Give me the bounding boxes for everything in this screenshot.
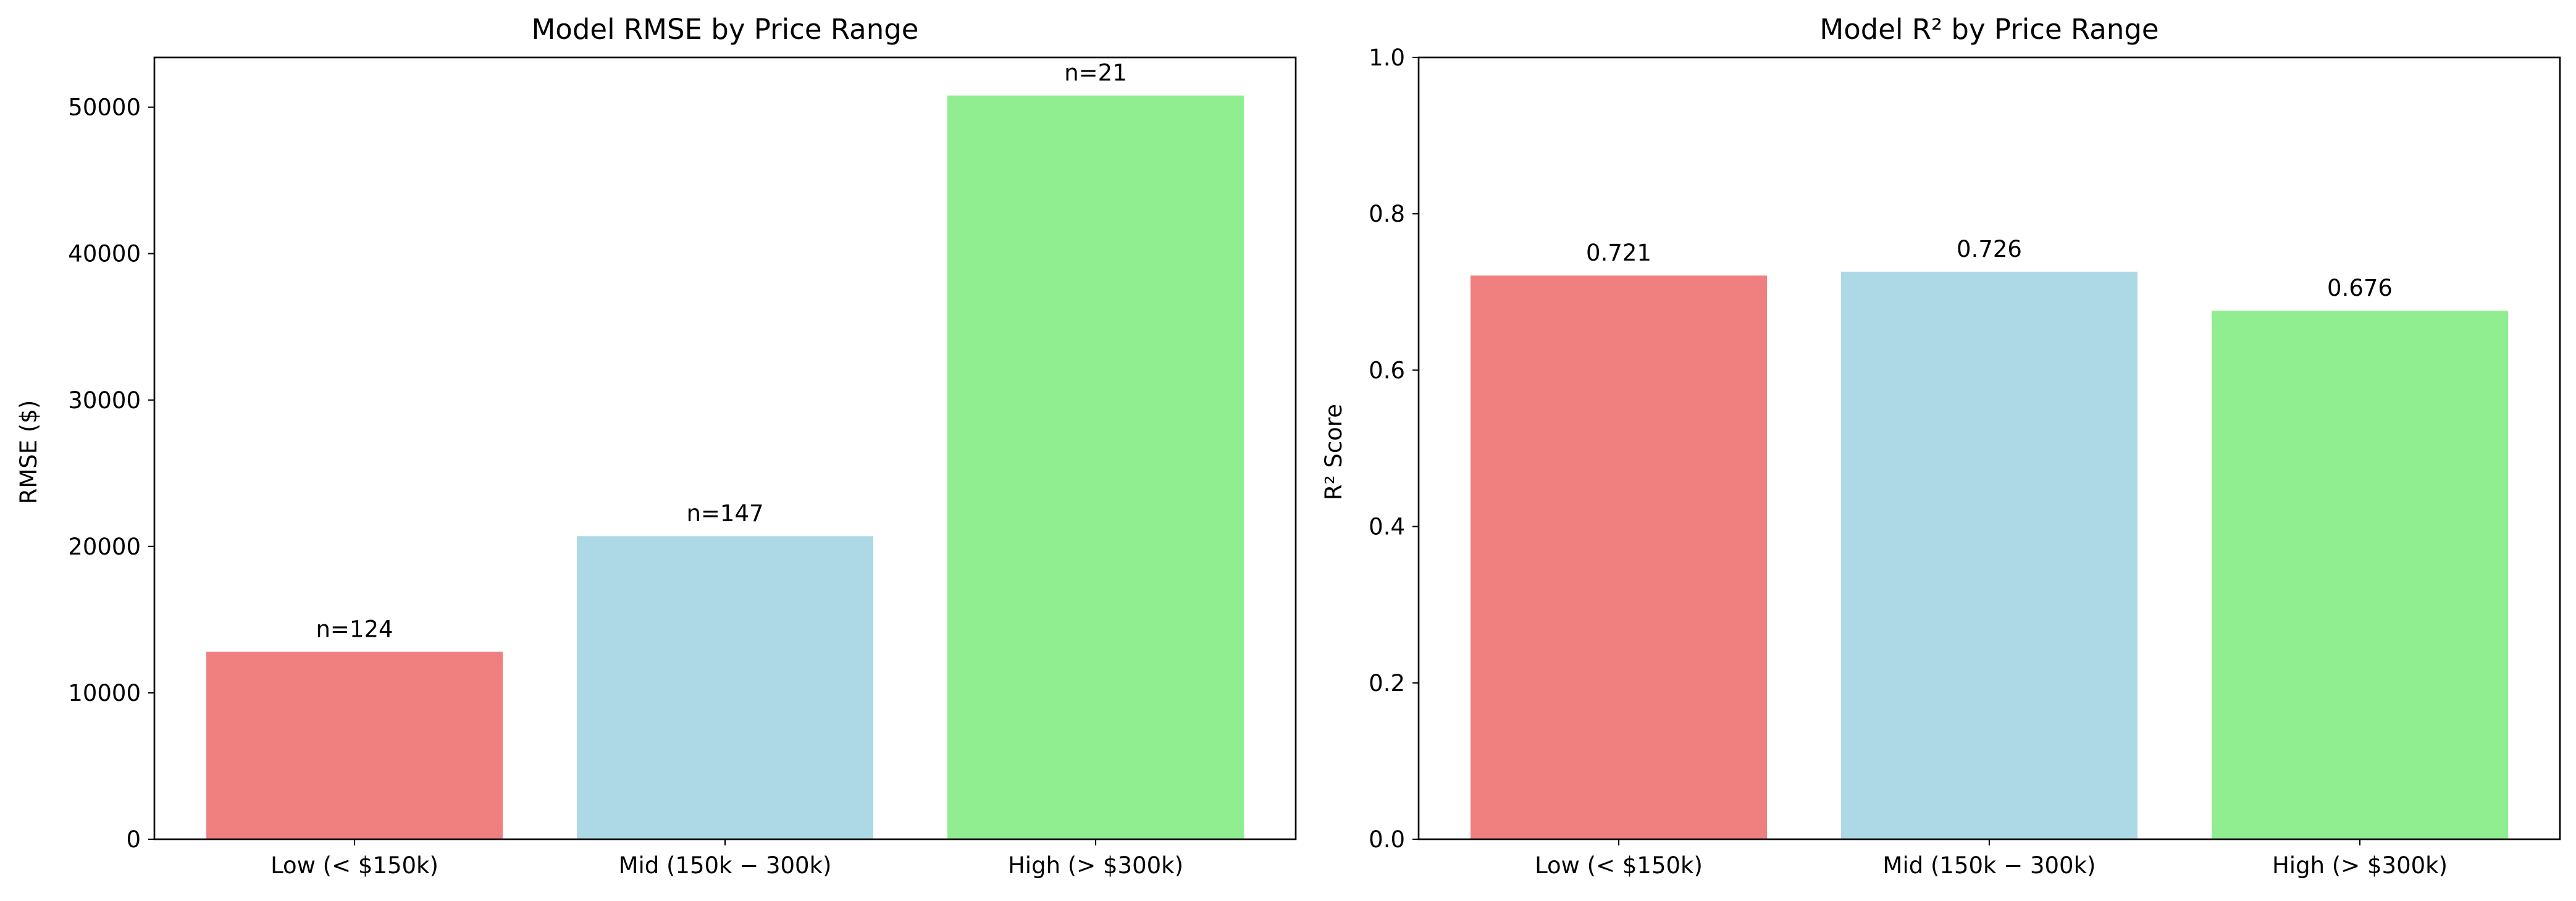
rmse-panel: Model RMSE by Price Range RMSE ($) n=124…: [15, 13, 1297, 879]
r2-y-axis-ticks: 0.0 0.2 0.4 0.6 0.8 1.0: [1369, 44, 1419, 853]
r2-bar-2: [1841, 271, 2138, 839]
rmse-bar-label-2: n=147: [686, 500, 763, 527]
r2-bar-label-3: 0.676: [2327, 275, 2393, 301]
r2-y-tick-label-2: 0.2: [1369, 670, 1405, 697]
rmse-y-axis-label: RMSE ($): [15, 400, 42, 505]
r2-x-tick-label-1: Low (< $150k): [1535, 852, 1703, 879]
rmse-x-tick-label-2: Mid (150k − 300k): [619, 852, 832, 879]
rmse-x-axis-ticks: Low (< $150k) Mid (150k − 300k) High (> $3…: [271, 839, 1183, 879]
rmse-y-tick-label-3: 20000: [68, 534, 141, 560]
rmse-y-tick-label-4: 30000: [68, 387, 141, 414]
rmse-bars: [206, 95, 1244, 840]
r2-bar-label-1: 0.721: [1586, 240, 1651, 266]
r2-bar-label-2: 0.726: [1957, 236, 2022, 262]
r2-x-axis-ticks: Low (< $150k) Mid (150k − 300k) High (> $3…: [1535, 839, 2448, 879]
rmse-x-tick-label-1: Low (< $150k): [271, 852, 438, 879]
r2-bar-labels: 0.721 0.726 0.676: [1586, 236, 2393, 301]
r2-panel: Model R² by Price Range R² Score 0.721 0.…: [1320, 13, 2561, 879]
r2-x-tick-label-3: High (> $300k): [2272, 852, 2448, 879]
rmse-y-axis-ticks: 0 10000 20000 30000 40000 50000: [68, 94, 154, 853]
r2-y-tick-label-6: 1.0: [1369, 44, 1405, 71]
r2-y-tick-label-5: 0.8: [1369, 201, 1405, 227]
rmse-bar-1: [206, 652, 503, 839]
rmse-chart-title: Model RMSE by Price Range: [531, 13, 918, 46]
rmse-axes-frame: [153, 56, 1297, 840]
r2-bar-3: [2212, 311, 2508, 840]
rmse-y-tick-label-5: 40000: [68, 241, 141, 267]
r2-x-tick-label-2: Mid (150k − 300k): [1883, 852, 2096, 879]
r2-axes-frame: [1417, 56, 2561, 840]
r2-y-tick-label-3: 0.4: [1369, 514, 1405, 540]
rmse-bar-label-1: n=124: [316, 616, 393, 643]
r2-bars: [1471, 271, 2508, 840]
rmse-bar-3: [947, 95, 1244, 840]
rmse-y-tick-label-1: 0: [126, 826, 141, 853]
rmse-bar-label-3: n=21: [1064, 60, 1127, 86]
rmse-y-tick-label-6: 50000: [68, 94, 141, 121]
r2-chart-title: Model R² by Price Range: [1819, 13, 2159, 46]
r2-bar-1: [1471, 275, 1767, 839]
rmse-bar-2: [577, 536, 873, 839]
rmse-y-tick-label-2: 10000: [68, 680, 141, 706]
rmse-x-tick-label-3: High (> $300k): [1008, 852, 1183, 879]
r2-y-tick-label-1: 0.0: [1369, 826, 1405, 853]
r2-y-axis-label: R² Score: [1320, 404, 1347, 500]
rmse-bar-labels: n=124 n=147 n=21: [316, 60, 1126, 643]
r2-y-tick-label-4: 0.6: [1369, 357, 1405, 383]
